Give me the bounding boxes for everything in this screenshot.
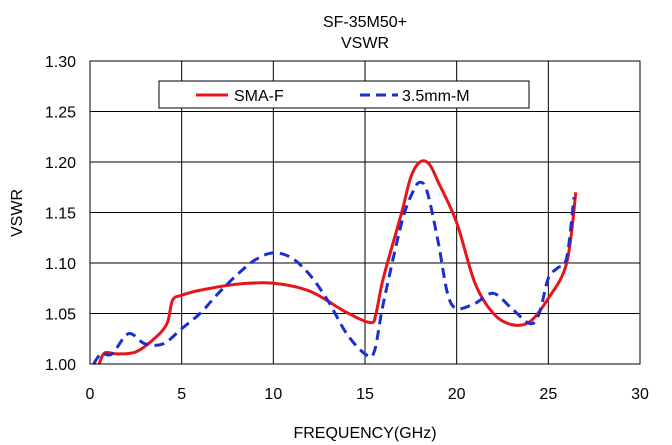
y-axis-label: VSWR bbox=[9, 189, 26, 237]
y-tick-labels: 1.00 1.05 1.10 1.15 1.20 1.25 1.30 bbox=[45, 54, 76, 374]
x-tick-label: 5 bbox=[177, 386, 186, 403]
series-line-3-5mm-m bbox=[92, 180, 576, 365]
x-tick-label: 15 bbox=[356, 386, 374, 403]
y-tick-label: 1.25 bbox=[45, 105, 76, 122]
x-tick-label: 0 bbox=[86, 386, 95, 403]
y-tick-label: 1.00 bbox=[45, 357, 76, 374]
chart-title: SF-35M50+ bbox=[323, 14, 407, 31]
x-axis-label: FREQUENCY(GHz) bbox=[293, 425, 436, 442]
series-line-sma-f bbox=[97, 159, 578, 365]
x-tick-label: 10 bbox=[264, 386, 282, 403]
legend-label-3-5mm-m: 3.5mm-M bbox=[402, 88, 470, 105]
plot-frame bbox=[89, 60, 641, 365]
y-tick-label: 1.20 bbox=[45, 155, 76, 172]
x-tick-label: 20 bbox=[448, 386, 466, 403]
x-tick-label: 25 bbox=[539, 386, 557, 403]
x-tick-labels: 0 5 10 15 20 25 30 bbox=[86, 386, 649, 403]
series-layer bbox=[92, 159, 578, 365]
legend: SMA-F 3.5mm-M bbox=[158, 80, 530, 109]
y-tick-label: 1.05 bbox=[45, 307, 76, 324]
y-tick-label: 1.15 bbox=[45, 206, 76, 223]
legend-label-sma-f: SMA-F bbox=[234, 88, 284, 105]
chart-subtitle: VSWR bbox=[341, 35, 389, 52]
y-tick-label: 1.30 bbox=[45, 54, 76, 71]
y-tick-label: 1.10 bbox=[45, 256, 76, 273]
x-tick-label: 30 bbox=[631, 386, 649, 403]
